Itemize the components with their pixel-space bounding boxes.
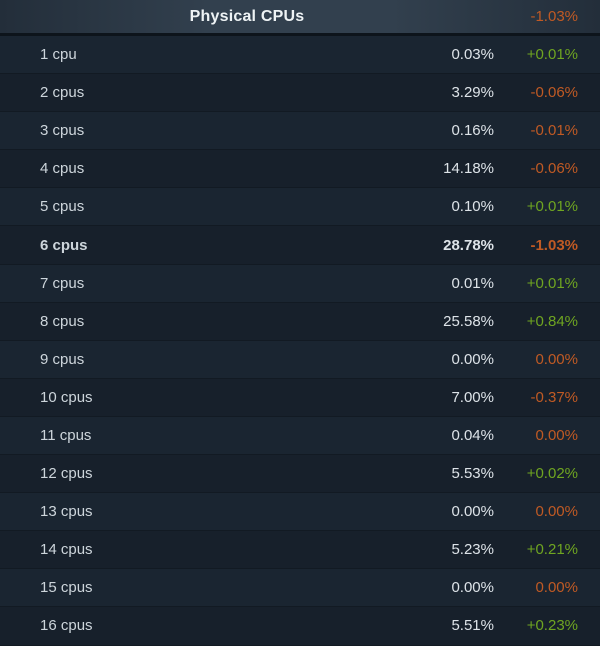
row-change: +0.23% — [526, 617, 578, 635]
header-change-value: -1.03% — [530, 8, 578, 25]
row-value: 0.00% — [451, 503, 494, 521]
row-value: 5.53% — [451, 465, 494, 483]
table-row: 14 cpus 5.23% +0.21% — [0, 531, 600, 570]
row-label: 16 cpus — [40, 617, 93, 635]
table-row: 7 cpus 0.01% +0.01% — [0, 264, 600, 303]
row-label: 3 cpus — [40, 122, 85, 140]
row-change: +0.01% — [526, 46, 578, 64]
table-row: 13 cpus 0.00% 0.00% — [0, 493, 600, 532]
row-change: +0.01% — [526, 274, 578, 292]
row-change: 0.00% — [535, 503, 578, 521]
row-label: 8 cpus — [40, 312, 85, 330]
table-row: 1 cpu 0.03% +0.01% — [0, 36, 600, 75]
row-value: 5.23% — [451, 541, 494, 559]
table-row: 3 cpus 0.16% -0.01% — [0, 112, 600, 151]
row-value: 28.78% — [443, 236, 494, 254]
row-change: -0.37% — [530, 388, 578, 406]
row-change: -0.01% — [530, 122, 578, 140]
table-row: 4 cpus 14.18% -0.06% — [0, 150, 600, 189]
row-label: 6 cpus — [40, 236, 88, 254]
row-change: -0.06% — [530, 160, 578, 178]
row-label: 1 cpu — [40, 46, 77, 64]
row-value: 0.01% — [451, 274, 494, 292]
row-value: 7.00% — [451, 388, 494, 406]
table-row: 9 cpus 0.00% 0.00% — [0, 340, 600, 379]
row-label: 14 cpus — [40, 541, 93, 559]
row-label: 7 cpus — [40, 274, 85, 292]
row-value: 25.58% — [443, 312, 494, 330]
table-row: 5 cpus 0.10% +0.01% — [0, 188, 600, 227]
row-value: 0.10% — [451, 198, 494, 216]
row-value: 0.16% — [451, 122, 494, 140]
row-label: 5 cpus — [40, 198, 85, 216]
row-change: +0.21% — [526, 541, 578, 559]
row-value: 0.00% — [451, 350, 494, 368]
row-change: +0.01% — [526, 198, 578, 216]
table-rows: 1 cpu 0.03% +0.01% 2 cpus 3.29% -0.06% 3 cpus 0… — [0, 36, 600, 646]
row-change: -0.06% — [530, 84, 578, 102]
row-value: 3.29% — [451, 84, 494, 102]
row-value: 0.03% — [451, 46, 494, 64]
table-row: 15 cpus 0.00% 0.00% — [0, 569, 600, 608]
row-label: 9 cpus — [40, 350, 85, 368]
row-change: 0.00% — [535, 350, 578, 368]
table-row: 11 cpus 0.04% 0.00% — [0, 416, 600, 456]
row-label: 13 cpus — [40, 503, 93, 521]
table-row: 6 cpus 28.78% -1.03% — [0, 226, 600, 265]
table-header[interactable]: Physical CPUs -1.03% — [0, 0, 600, 33]
table-row: 10 cpus 7.00% -0.37% — [0, 378, 600, 417]
row-value: 5.51% — [451, 617, 494, 635]
table-row: 8 cpus 25.58% +0.84% — [0, 302, 600, 341]
row-label: 12 cpus — [40, 465, 93, 483]
row-label: 11 cpus — [40, 426, 92, 444]
row-label: 15 cpus — [40, 579, 93, 597]
row-value: 0.04% — [451, 426, 494, 444]
table-row: 16 cpus 5.51% +0.23% — [0, 607, 600, 646]
row-label: 4 cpus — [40, 160, 85, 178]
row-change: +0.84% — [526, 312, 578, 330]
row-change: 0.00% — [535, 579, 578, 597]
table-row: 2 cpus 3.29% -0.06% — [0, 74, 600, 113]
row-change: +0.02% — [526, 465, 578, 483]
row-label: 10 cpus — [40, 388, 93, 406]
row-value: 0.00% — [451, 579, 494, 597]
row-change: 0.00% — [535, 426, 578, 444]
row-change: -1.03% — [530, 236, 578, 254]
table-title: Physical CPUs — [189, 7, 305, 25]
table-row: 12 cpus 5.53% +0.02% — [0, 455, 600, 494]
row-label: 2 cpus — [40, 84, 85, 102]
row-value: 14.18% — [443, 160, 494, 178]
